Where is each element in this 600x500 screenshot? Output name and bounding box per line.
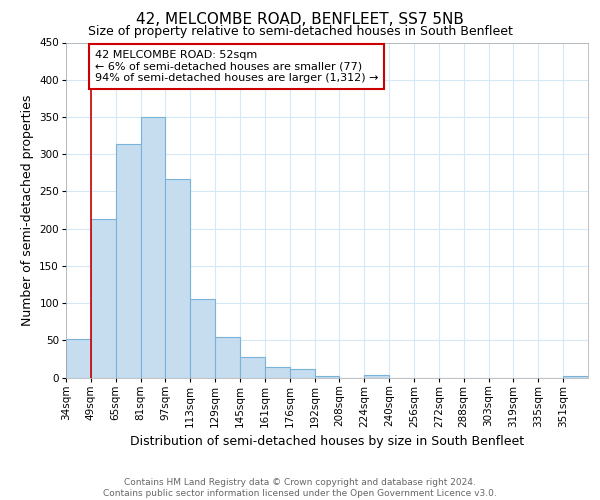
Bar [66,339,91,378]
Bar [116,144,140,378]
Bar [190,300,215,378]
Bar [563,376,588,378]
Text: Size of property relative to semi-detached houses in South Benfleet: Size of property relative to semi-detach… [88,25,512,38]
Text: 42, MELCOMBE ROAD, BENFLEET, SS7 5NB: 42, MELCOMBE ROAD, BENFLEET, SS7 5NB [136,12,464,28]
Bar [290,370,314,378]
Bar [166,178,190,378]
Bar [364,376,389,378]
Bar [91,219,116,378]
Bar [314,376,340,378]
Text: Contains HM Land Registry data © Crown copyright and database right 2024.
Contai: Contains HM Land Registry data © Crown c… [103,478,497,498]
Bar [215,336,240,378]
Bar [240,358,265,378]
X-axis label: Distribution of semi-detached houses by size in South Benfleet: Distribution of semi-detached houses by … [130,435,524,448]
Bar [265,367,290,378]
Y-axis label: Number of semi-detached properties: Number of semi-detached properties [21,94,34,326]
Text: 42 MELCOMBE ROAD: 52sqm
← 6% of semi-detached houses are smaller (77)
94% of sem: 42 MELCOMBE ROAD: 52sqm ← 6% of semi-det… [95,50,378,83]
Bar [140,117,166,378]
